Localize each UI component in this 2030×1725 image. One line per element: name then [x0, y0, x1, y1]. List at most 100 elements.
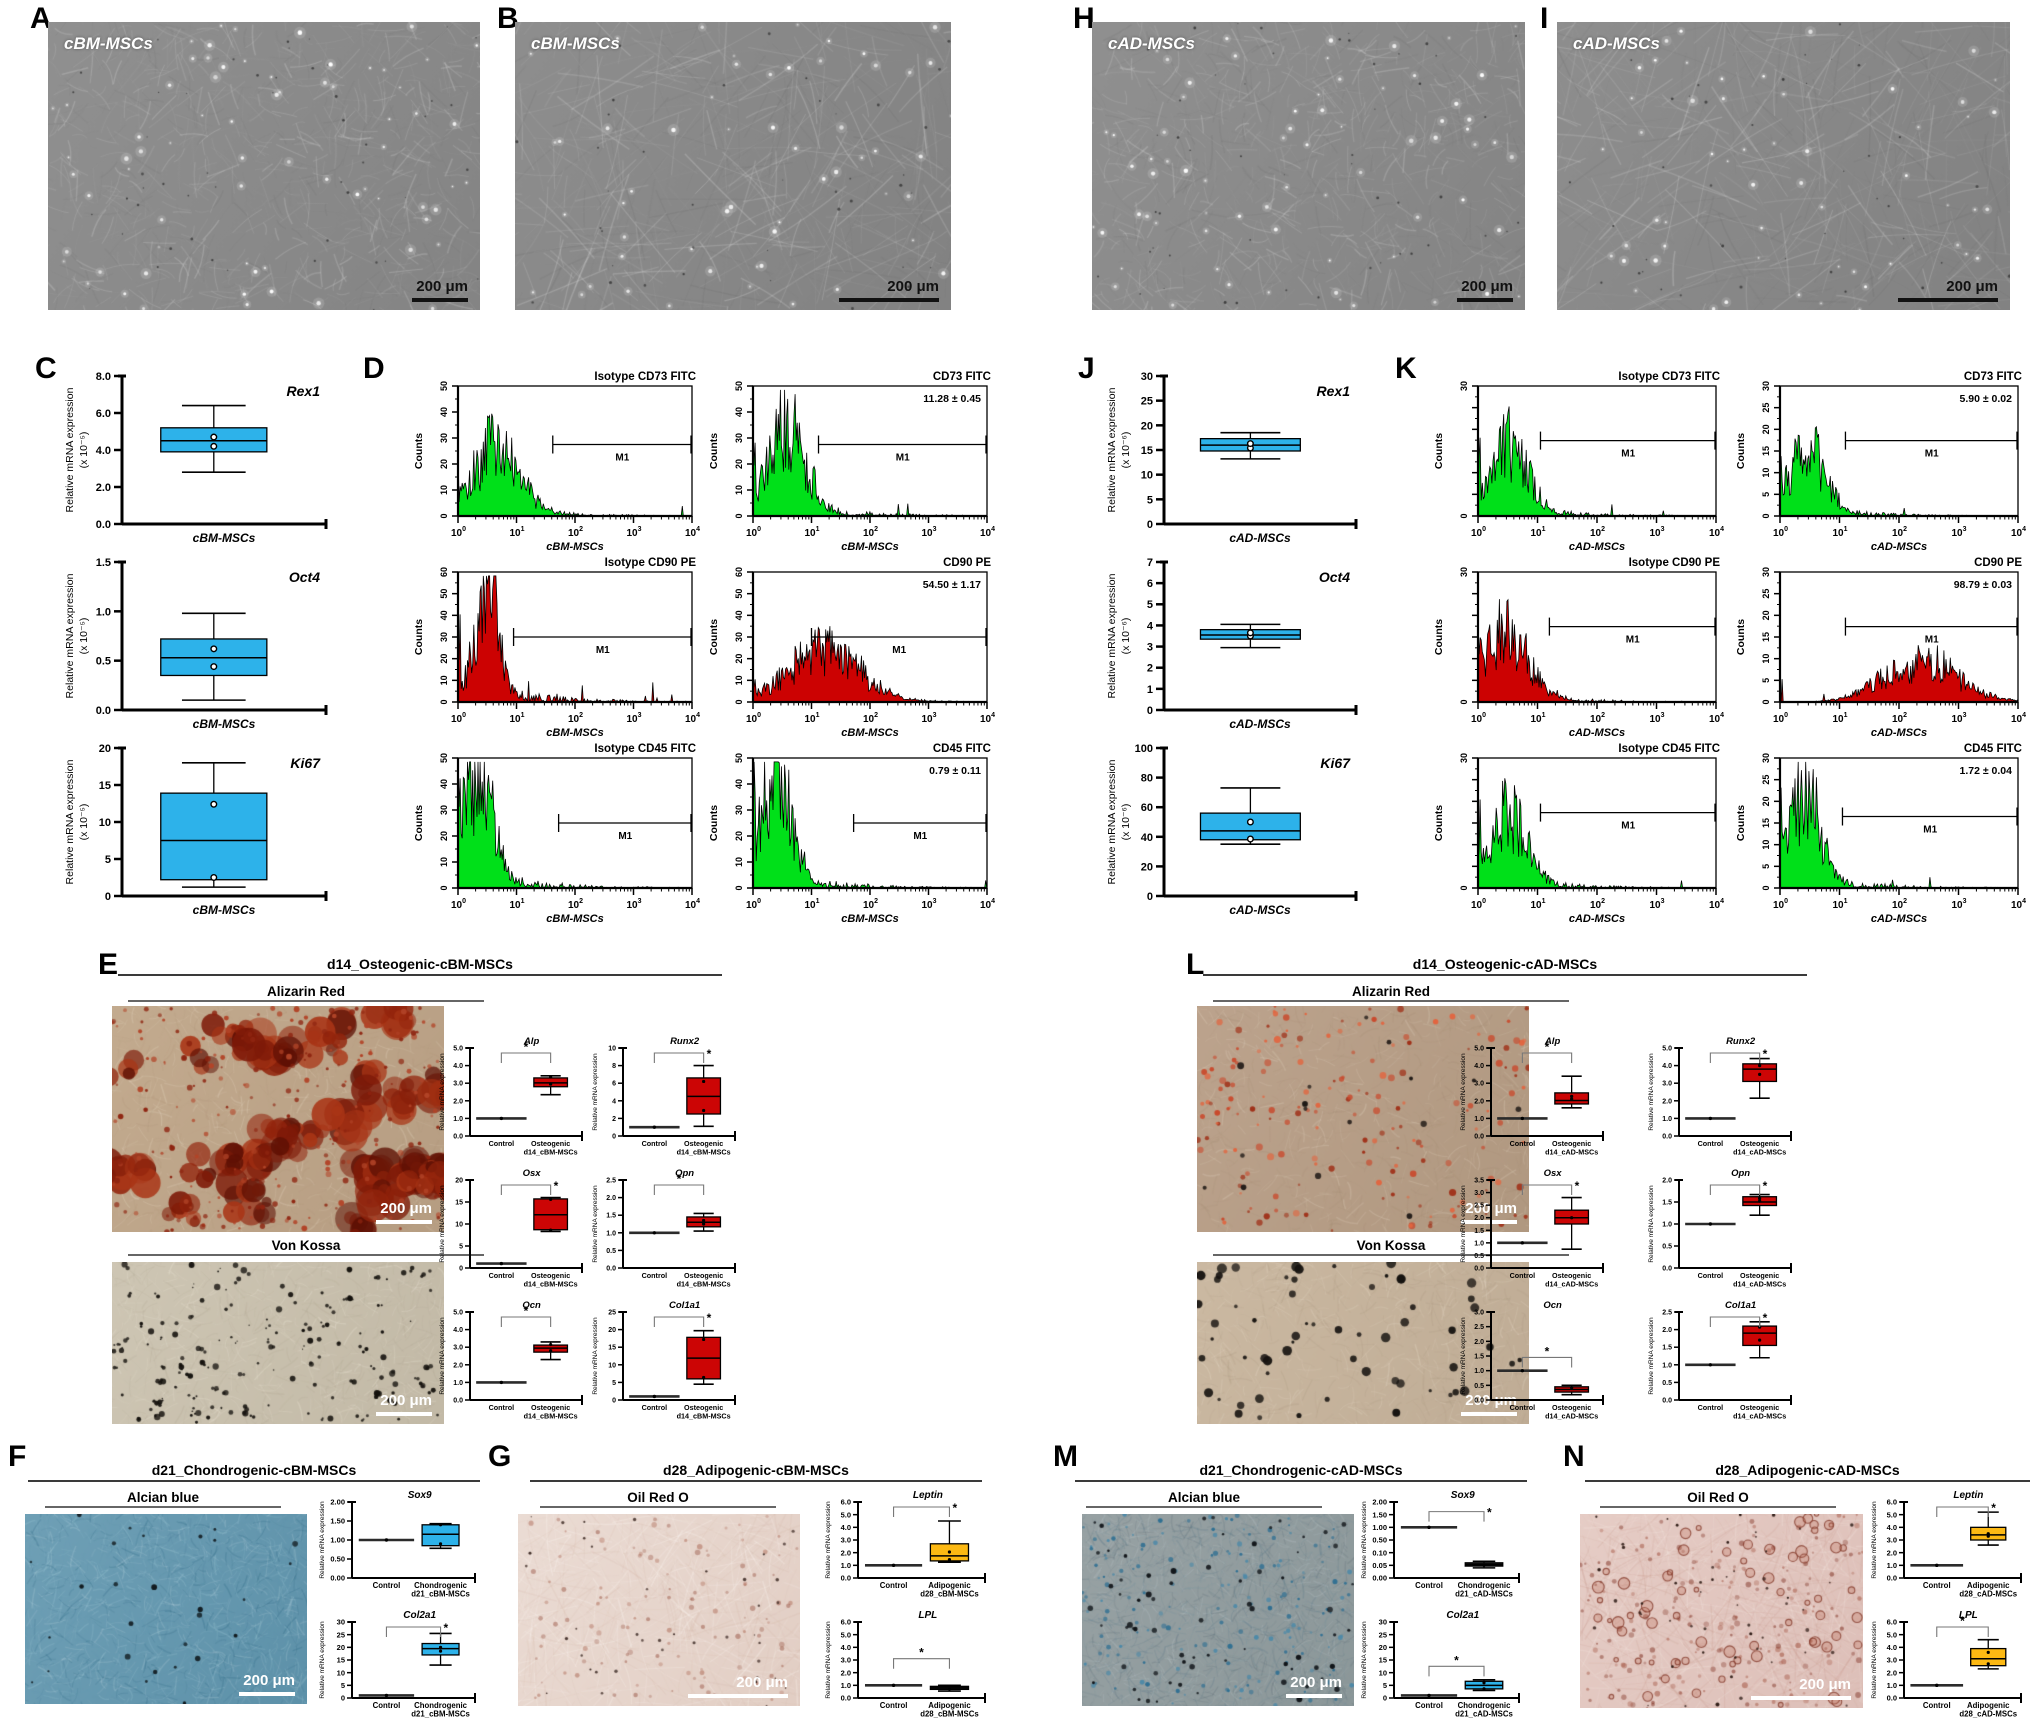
svg-text:d21_cAD-MSCs: d21_cAD-MSCs [1455, 1590, 1513, 1599]
svg-text:0: 0 [1761, 885, 1771, 890]
svg-text:cBM-MSCs: cBM-MSCs [546, 727, 603, 739]
svg-text:15: 15 [608, 1345, 616, 1352]
svg-text:0.0: 0.0 [1474, 1398, 1484, 1405]
svg-text:1.5: 1.5 [1474, 1228, 1484, 1235]
svg-text:1: 1 [1147, 684, 1153, 696]
svg-text:Counts: Counts [413, 433, 425, 469]
svg-text:40: 40 [734, 779, 744, 789]
svg-text:Counts: Counts [413, 805, 425, 841]
panel-title: d14_Osteogenic-cBM-MSCs [118, 956, 722, 976]
boxplot-ki67-cad: 0 20 40 60 80 100 Relative mRNA expression (x 1… [1106, 743, 1358, 917]
svg-text:10: 10 [734, 485, 744, 495]
svg-text:M1: M1 [1621, 449, 1635, 460]
flow-hist-isotype-cd45-fitc-cad: Isotype CD45 FITC 0 30 Counts 100 101 102 103 10… [1433, 743, 1724, 925]
svg-text:0.5: 0.5 [606, 1248, 616, 1255]
svg-text:40: 40 [439, 779, 449, 789]
svg-text:cAD-MSCs: cAD-MSCs [1569, 727, 1625, 739]
svg-text:0.0: 0.0 [1662, 1266, 1672, 1273]
svg-text:2.5: 2.5 [1474, 1324, 1484, 1331]
svg-text:2.0: 2.0 [96, 482, 111, 494]
flow-hist-isotype-cd73-fitc-cad: Isotype CD73 FITC 0 30 Counts 100 101 102 103 10… [1433, 371, 1724, 553]
micrograph-cad-mscs-2: cAD-MSCs 200 μm [1557, 22, 2010, 310]
stain-image [112, 1006, 444, 1232]
svg-text:Relative mRNA expression: Relative mRNA expression [1460, 1053, 1467, 1131]
flow-hist-cd90-pe-cbm: CD90 PE 0 10 20 30 40 50 60 Counts 100 101 102 103 10… [708, 557, 995, 739]
boxplot-lpl-cbm: 0.0 1.0 2.0 3.0 4.0 5.0 6.0 Relative mRNA expre… [825, 1610, 986, 1719]
svg-text:0: 0 [439, 699, 449, 704]
svg-text:103: 103 [1952, 712, 1967, 725]
svg-text:4.0: 4.0 [841, 1523, 851, 1532]
svg-text:M1: M1 [1923, 825, 1937, 836]
flow-hist-cd45-fitc-cad: CD45 FITC 0 5 10 15 20 25 30 Counts 100 101 102 103 1… [1735, 743, 2026, 925]
svg-text:M1: M1 [618, 831, 632, 842]
svg-text:Osx: Osx [523, 1168, 542, 1179]
svg-text:Control: Control [1698, 1271, 1724, 1280]
svg-text:102: 102 [863, 712, 878, 725]
svg-text:d14_cAD-MSCs: d14_cAD-MSCs [1733, 1148, 1786, 1157]
svg-text:d21_cBM-MSCs: d21_cBM-MSCs [411, 1710, 470, 1719]
svg-text:1.0: 1.0 [1887, 1681, 1897, 1690]
svg-text:Control: Control [880, 1581, 908, 1590]
svg-text:3.0: 3.0 [453, 1345, 463, 1352]
svg-text:60: 60 [734, 567, 744, 577]
svg-text:0.50: 0.50 [330, 1555, 345, 1564]
svg-text:1.0: 1.0 [96, 606, 111, 618]
svg-text:3.0: 3.0 [1474, 1081, 1484, 1088]
svg-text:Counts: Counts [413, 619, 425, 655]
svg-text:102: 102 [863, 898, 878, 911]
svg-text:cBM-MSCs: cBM-MSCs [841, 913, 898, 925]
svg-text:20: 20 [1141, 420, 1153, 432]
boxplot-osx-cad: 0.0 0.5 1.0 1.5 2.0 2.5 3.0 3.5 Relative mRNA ex… [1460, 1168, 1604, 1289]
svg-text:103: 103 [1650, 526, 1665, 539]
svg-text:104: 104 [685, 898, 700, 911]
svg-text:2.0: 2.0 [1662, 1098, 1672, 1105]
svg-text:M1: M1 [913, 831, 927, 842]
svg-text:Oct4: Oct4 [1319, 569, 1350, 585]
svg-text:Control: Control [880, 1701, 908, 1710]
svg-text:d28_cAD-MSCs: d28_cAD-MSCs [1959, 1590, 2017, 1599]
svg-text:1.0: 1.0 [1474, 1240, 1484, 1247]
svg-text:0.0: 0.0 [453, 1134, 463, 1141]
scale-bar: 200 μm [839, 278, 939, 302]
svg-text:Control: Control [1510, 1271, 1536, 1280]
svg-text:3.0: 3.0 [453, 1081, 463, 1088]
svg-text:d14_cBM-MSCs: d14_cBM-MSCs [524, 1148, 578, 1157]
svg-text:0.0: 0.0 [1887, 1694, 1897, 1703]
svg-text:d14_cAD-MSCs: d14_cAD-MSCs [1733, 1412, 1786, 1421]
svg-text:Ocn: Ocn [1543, 1300, 1562, 1311]
svg-text:d21_cAD-MSCs: d21_cAD-MSCs [1455, 1710, 1513, 1719]
svg-text:Relative mRNA expression: Relative mRNA expression [439, 1317, 446, 1395]
svg-text:cBM-MSCs: cBM-MSCs [193, 903, 256, 917]
svg-text:Osx: Osx [1544, 1168, 1563, 1179]
svg-text:101: 101 [1833, 712, 1848, 725]
svg-text:cAD-MSCs: cAD-MSCs [1229, 717, 1291, 731]
svg-text:Control: Control [642, 1403, 668, 1412]
svg-text:0.00: 0.00 [1372, 1574, 1387, 1583]
svg-text:Relative mRNA expression: Relative mRNA expression [1871, 1621, 1878, 1699]
svg-text:10: 10 [1761, 654, 1771, 664]
svg-text:Opn: Opn [675, 1168, 694, 1179]
svg-text:Isotype CD73 FITC: Isotype CD73 FITC [1618, 371, 1720, 383]
flow-hist-isotype-cd73-fitc-cbm: Isotype CD73 FITC 0 10 20 30 40 50 Counts 100 101… [413, 371, 700, 553]
micrograph-image [48, 22, 480, 310]
svg-text:4.0: 4.0 [96, 445, 111, 457]
svg-text:104: 104 [2011, 898, 2026, 911]
svg-text:1.00: 1.00 [330, 1536, 345, 1545]
svg-text:*: * [444, 1621, 449, 1635]
svg-text:cAD-MSCs: cAD-MSCs [1871, 541, 1927, 553]
svg-text:1.0: 1.0 [1662, 1222, 1672, 1229]
svg-text:LPL: LPL [918, 1610, 937, 1621]
svg-text:10: 10 [608, 1362, 616, 1369]
svg-text:Control: Control [373, 1701, 401, 1710]
svg-text:104: 104 [1709, 898, 1724, 911]
svg-text:0.0: 0.0 [606, 1266, 616, 1273]
svg-text:2.0: 2.0 [1474, 1215, 1484, 1222]
flow-hist-isotype-cd45-fitc-cbm: Isotype CD45 FITC 0 10 20 30 40 50 Counts 100 101… [413, 743, 700, 925]
svg-text:103: 103 [1650, 712, 1665, 725]
svg-text:Control: Control [1923, 1701, 1951, 1710]
svg-text:1.0: 1.0 [453, 1380, 463, 1387]
svg-text:103: 103 [627, 526, 642, 539]
svg-text:5: 5 [1761, 864, 1771, 869]
svg-text:0: 0 [1761, 513, 1771, 518]
svg-text:0: 0 [341, 1694, 345, 1703]
